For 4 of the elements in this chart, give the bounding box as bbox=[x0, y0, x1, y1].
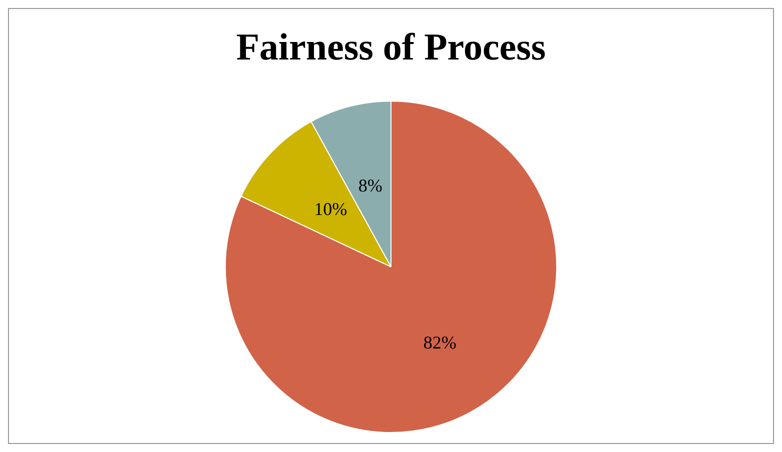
data-label: 8% bbox=[358, 175, 382, 196]
chart-title: Fairness of Process bbox=[236, 26, 546, 69]
data-label: 10% bbox=[314, 198, 348, 219]
data-label: 82% bbox=[423, 332, 456, 352]
